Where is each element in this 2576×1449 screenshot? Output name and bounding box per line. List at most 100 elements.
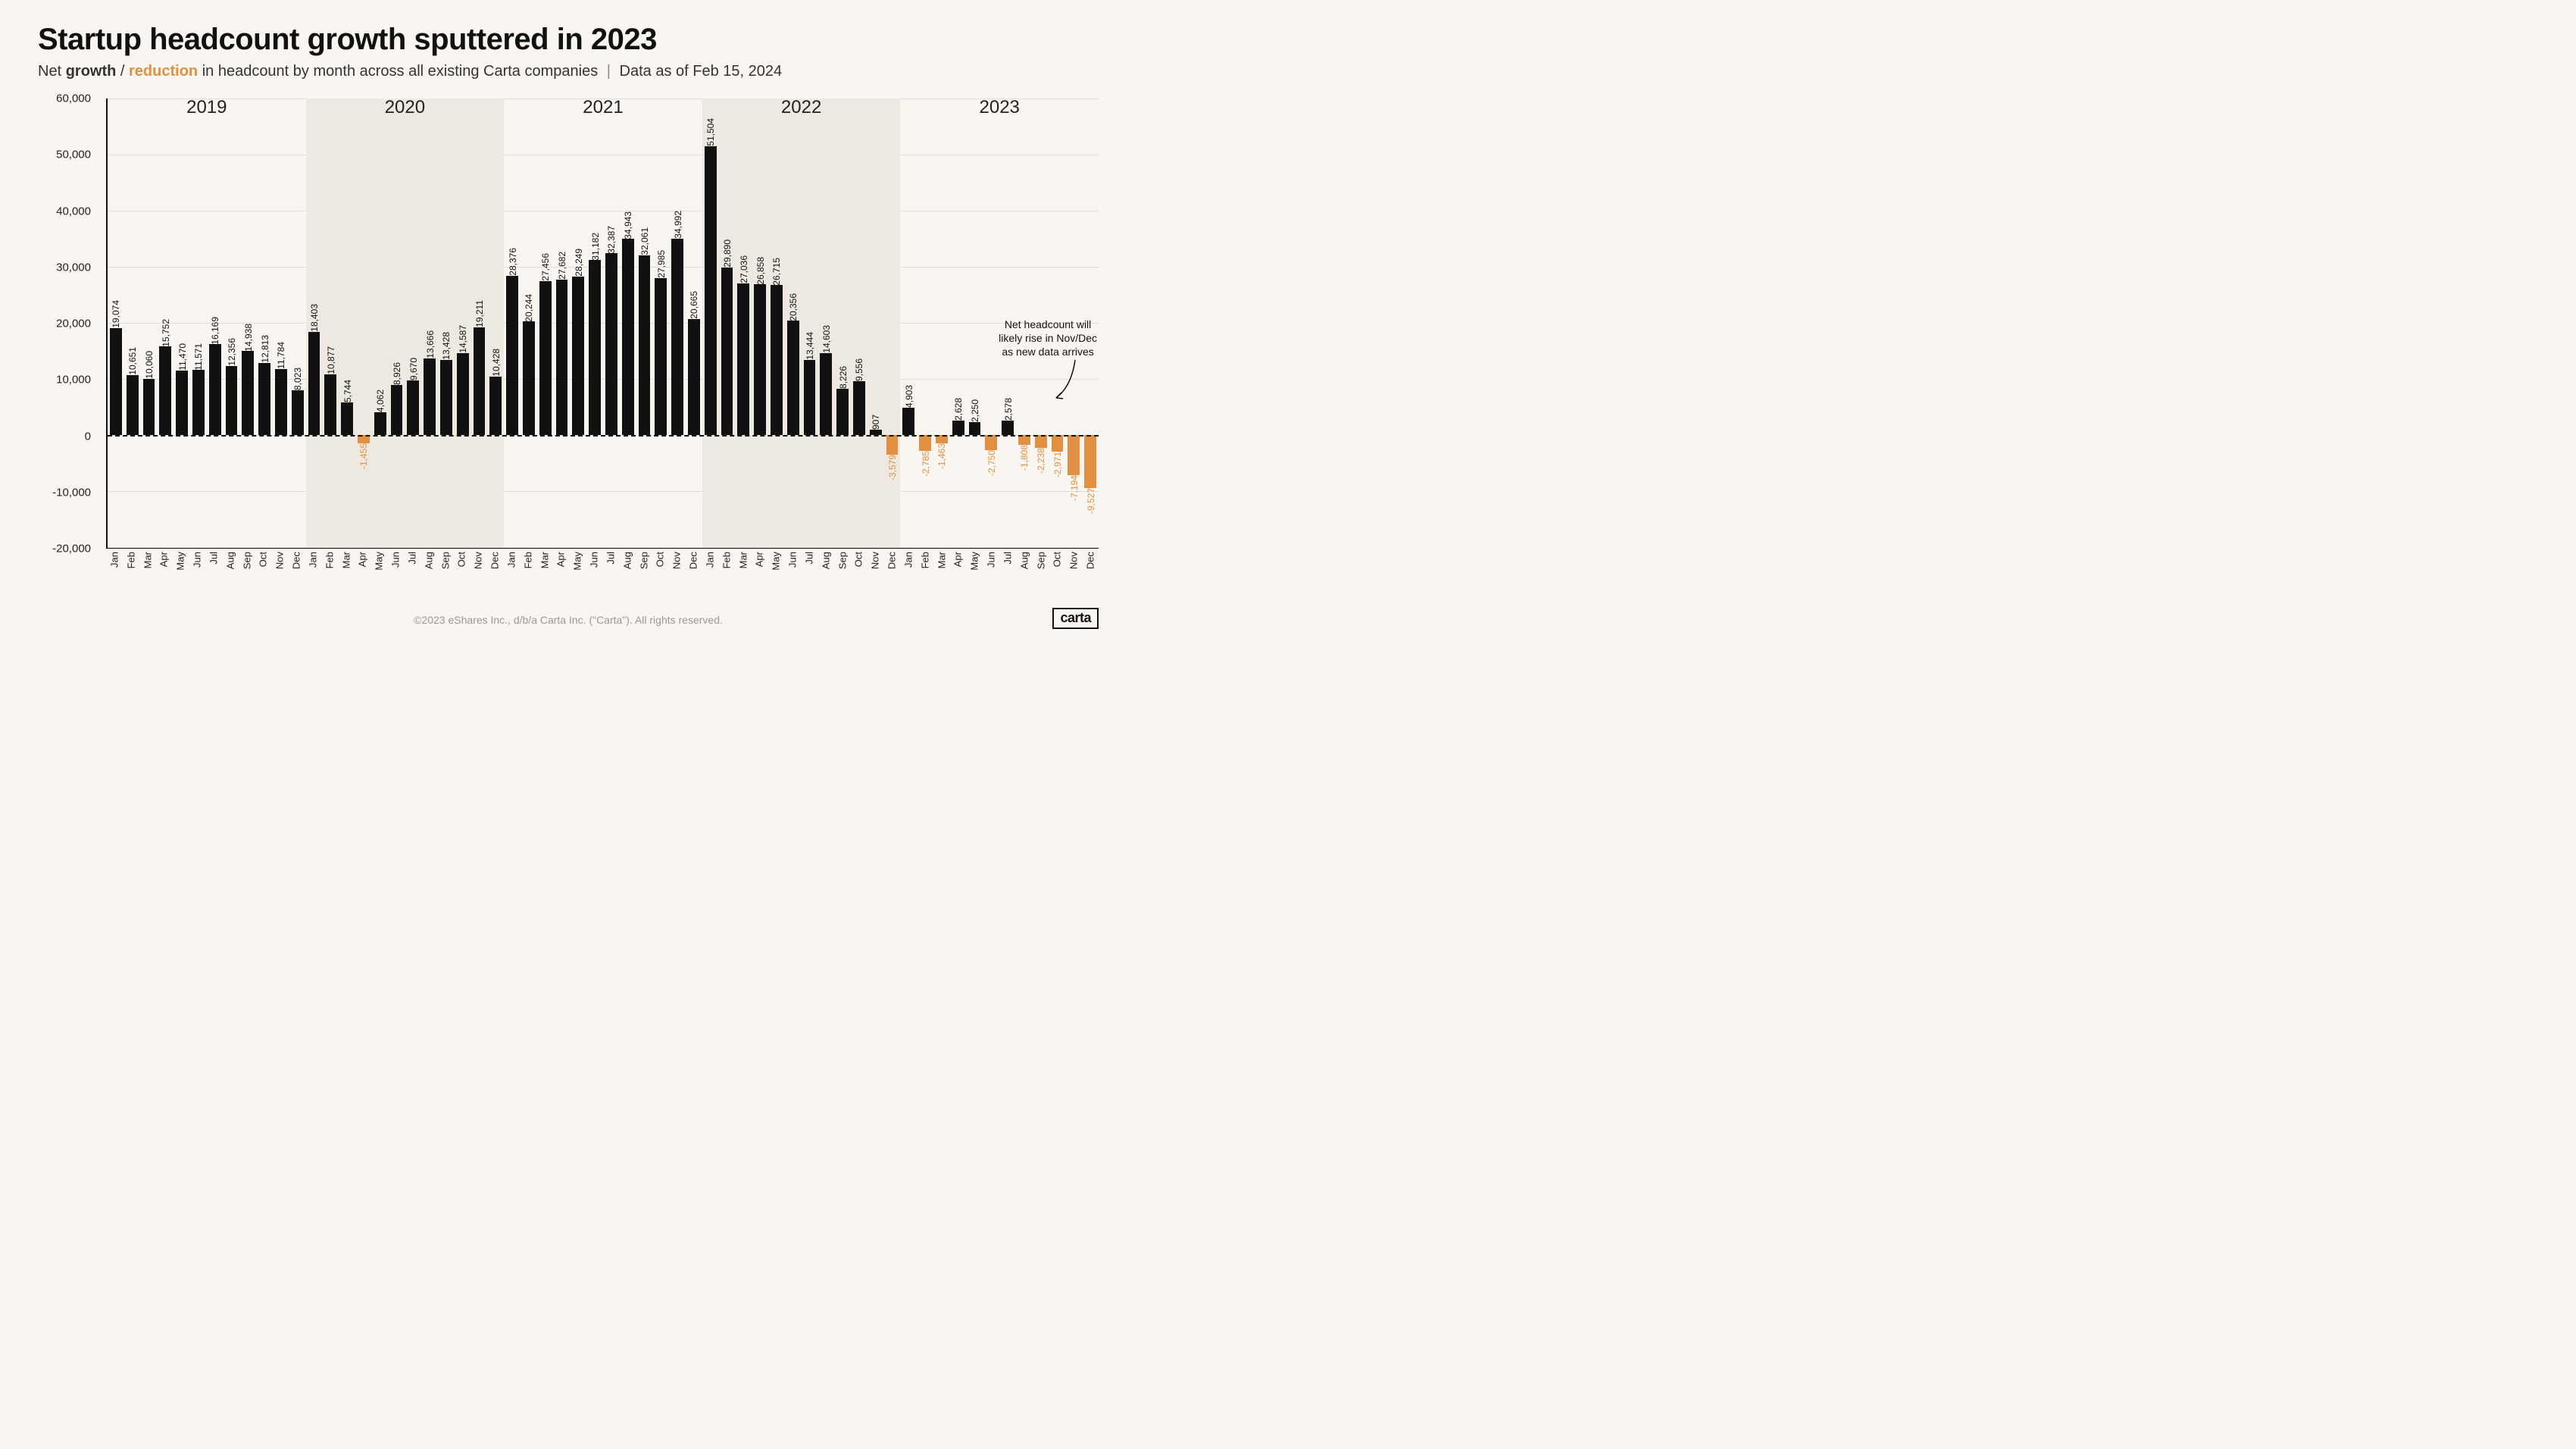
bar-value-label: 9,556 bbox=[854, 357, 864, 381]
bar bbox=[902, 408, 914, 435]
bar bbox=[324, 374, 336, 435]
bar-value-label: 32,061 bbox=[639, 226, 650, 255]
bar bbox=[209, 344, 221, 435]
gridline bbox=[108, 267, 1099, 268]
x-tick-label: Aug bbox=[621, 552, 633, 569]
bar bbox=[523, 321, 535, 435]
bar-value-label: 10,651 bbox=[127, 346, 138, 375]
y-tick-label: 30,000 bbox=[38, 261, 91, 274]
bar bbox=[407, 380, 419, 435]
x-tick-label: Jul bbox=[208, 552, 219, 565]
bar-value-label: 29,890 bbox=[722, 238, 733, 268]
subtitle-prefix: Net bbox=[38, 63, 66, 80]
bar-value-label: -1,808 bbox=[1019, 445, 1030, 472]
bar bbox=[424, 358, 436, 435]
x-tick-label: Sep bbox=[836, 552, 848, 569]
bar bbox=[622, 239, 634, 435]
bar-value-label: 20,356 bbox=[788, 292, 799, 321]
bar bbox=[853, 381, 865, 435]
bar bbox=[985, 435, 997, 450]
x-tick-label: Mar bbox=[340, 552, 352, 568]
bar-value-label: -1,455 bbox=[358, 443, 369, 471]
bar-value-label: -9,527 bbox=[1086, 488, 1096, 515]
bar bbox=[1052, 435, 1064, 452]
bar-value-label: 8,926 bbox=[392, 361, 402, 385]
bar-value-label: 2,250 bbox=[970, 398, 980, 422]
y-tick-label: 20,000 bbox=[38, 318, 91, 330]
bar bbox=[242, 351, 254, 435]
bar-value-label: 907 bbox=[871, 413, 881, 430]
y-tick-label: 50,000 bbox=[38, 149, 91, 161]
x-tick-label: Jun bbox=[986, 552, 997, 568]
bar-value-label: -3,579 bbox=[887, 455, 898, 482]
bar-value-label: 26,858 bbox=[755, 255, 766, 285]
bar-value-label: 8,226 bbox=[838, 365, 849, 389]
bar bbox=[506, 276, 518, 435]
x-tick-label: Apr bbox=[158, 552, 170, 567]
year-label: 2021 bbox=[583, 97, 623, 118]
x-tick-label: Apr bbox=[555, 552, 567, 567]
x-tick-label: Jan bbox=[704, 552, 715, 568]
x-tick-label: Oct bbox=[258, 552, 269, 567]
y-axis: -20,000-10,000010,00020,00030,00040,0005… bbox=[38, 99, 98, 549]
bar-value-label: 28,376 bbox=[508, 246, 518, 276]
x-tick-label: Dec bbox=[489, 552, 501, 569]
bar-value-label: 12,356 bbox=[227, 336, 237, 366]
bar-value-label: -1,463 bbox=[936, 443, 947, 471]
bar bbox=[258, 363, 270, 435]
gridline bbox=[108, 491, 1099, 492]
bar-value-label: 28,249 bbox=[574, 247, 584, 277]
bar bbox=[787, 321, 799, 435]
bar bbox=[952, 421, 964, 435]
bar bbox=[671, 239, 683, 435]
x-tick-label: May bbox=[572, 552, 583, 571]
bar-value-label: 19,074 bbox=[111, 299, 121, 328]
bar-value-label: 2,628 bbox=[953, 396, 964, 421]
year-label: 2023 bbox=[979, 97, 1019, 118]
x-tick-label: Dec bbox=[291, 552, 302, 569]
chart-area: -20,000-10,000010,00020,00030,00040,0005… bbox=[38, 99, 1099, 594]
x-tick-label: Feb bbox=[522, 552, 533, 568]
bar-value-label: 16,169 bbox=[210, 315, 220, 345]
x-tick-label: Apr bbox=[754, 552, 765, 567]
bar-value-label: 4,903 bbox=[904, 383, 914, 408]
x-tick-label: Nov bbox=[274, 552, 286, 569]
bar-value-label: 27,036 bbox=[739, 254, 749, 283]
bar bbox=[688, 319, 700, 435]
bar-value-label: 15,752 bbox=[161, 318, 171, 347]
x-tick-label: Nov bbox=[870, 552, 881, 569]
x-tick-label: Sep bbox=[439, 552, 451, 569]
subtitle-asof: Data as of Feb 15, 2024 bbox=[620, 63, 783, 80]
bar-value-label: 13,444 bbox=[805, 330, 815, 360]
bar-value-label: 11,784 bbox=[276, 340, 286, 369]
x-tick-label: Dec bbox=[886, 552, 898, 569]
bar bbox=[804, 360, 816, 435]
bar-value-label: -2,785 bbox=[921, 451, 931, 478]
bar-value-label: 10,060 bbox=[144, 349, 155, 379]
bar-value-label: 18,403 bbox=[309, 302, 320, 332]
bar bbox=[886, 435, 899, 455]
chart-title: Startup headcount growth sputtered in 20… bbox=[38, 23, 1099, 57]
bar-value-label: 8,023 bbox=[292, 366, 303, 390]
bar bbox=[127, 375, 139, 435]
bar-value-label: 10,428 bbox=[491, 347, 502, 377]
bar bbox=[539, 281, 552, 435]
bar bbox=[143, 379, 155, 435]
x-tick-label: Oct bbox=[655, 552, 666, 567]
bar-value-label: 13,428 bbox=[441, 330, 452, 360]
bar bbox=[705, 146, 717, 435]
x-tick-label: May bbox=[175, 552, 186, 571]
bar bbox=[275, 369, 287, 435]
gridline bbox=[108, 379, 1099, 380]
bar-value-label: 20,244 bbox=[524, 293, 534, 322]
bar bbox=[639, 255, 651, 435]
bar bbox=[391, 385, 403, 435]
bar-value-label: -2,750 bbox=[986, 450, 997, 477]
bar-value-label: 14,938 bbox=[243, 322, 254, 352]
x-tick-label: Sep bbox=[1035, 552, 1046, 569]
bar bbox=[589, 260, 601, 435]
subtitle-growth: growth bbox=[66, 63, 117, 80]
bar-value-label: 10,877 bbox=[326, 345, 336, 374]
bar-value-label: 19,211 bbox=[474, 299, 485, 327]
y-tick-label: -20,000 bbox=[38, 543, 91, 556]
